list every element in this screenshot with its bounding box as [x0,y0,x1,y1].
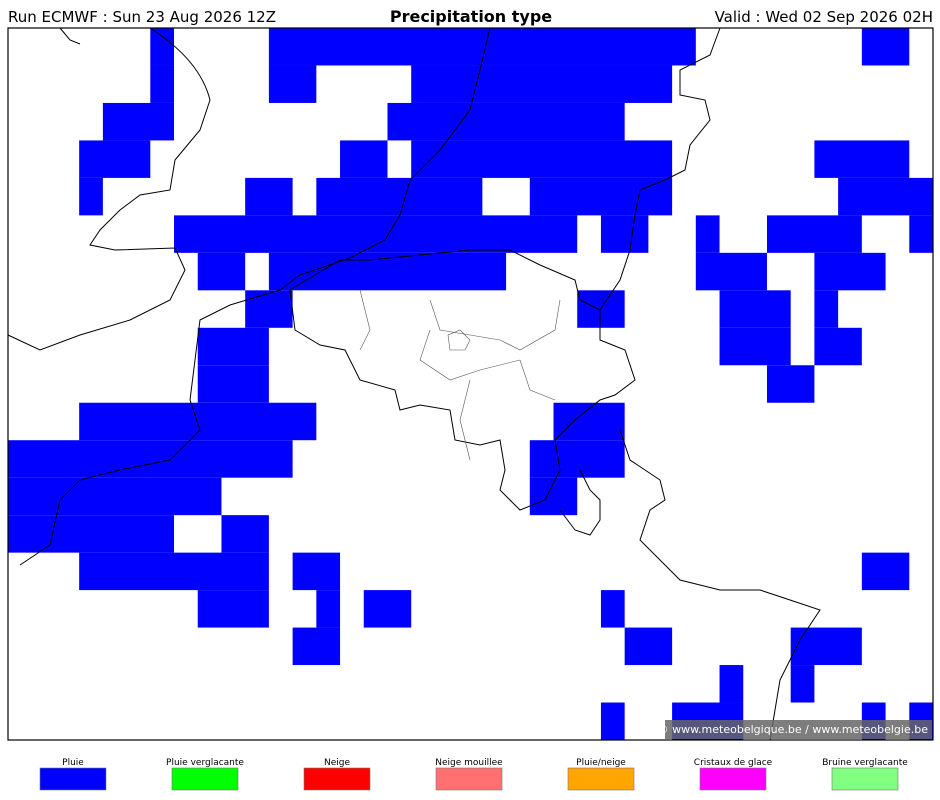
border-lu [559,469,601,536]
rain-cell [363,590,412,628]
rain-cell [600,215,649,253]
rain-cell [197,327,269,366]
belgium-border [289,249,636,511]
rain-cell [719,665,744,703]
rain-cell [8,515,175,553]
coastline-continent [19,27,491,566]
rain-cell [909,215,933,253]
provinces [359,289,561,461]
valid-label: Valid : Wed 02 Sep 2026 02H [715,8,933,26]
legend-label: Pluie verglacante [166,758,244,768]
coastline-uk [7,27,211,351]
rain-cell [79,140,151,178]
legend-swatch [699,767,767,791]
rain-cell [197,590,269,628]
rain-cell [624,627,673,666]
rain-cell [719,290,791,328]
legend-label: Neige [324,758,350,768]
rain-cell [861,28,910,66]
rain-cell [102,102,175,141]
rain-cell [221,515,269,553]
legend-swatch [303,767,371,791]
rain-cell [268,65,317,103]
borders [7,27,821,741]
rain-cell [292,552,341,591]
run-label: Run ECMWF : Sun 23 Aug 2026 12Z [8,8,276,26]
rain-cell [150,28,175,66]
rain-cell [340,140,388,178]
legend-label: Neige mouillee [435,758,503,768]
rain-cell [814,140,910,178]
rain-cell [861,552,910,591]
rain-cell [790,627,862,666]
rain-cell [600,590,625,628]
rain-cell [8,477,222,516]
rain-cell [8,440,293,478]
border-fr-de [619,429,821,741]
map-title: Precipitation type [390,7,552,26]
rain-cell [197,365,269,403]
legend-swatch [39,767,107,791]
rain-cell [695,215,720,253]
map-frame [7,27,934,741]
legend-swatch [831,767,899,791]
rain-cell [529,177,673,216]
border-nl-de [599,27,721,311]
copyright: © www.meteobelgique.be / www.meteobelgie… [658,723,929,736]
rain-cell [245,177,293,216]
rain-cell [245,290,293,328]
rain-cell [292,627,341,666]
rain-cell [79,402,317,441]
rain-cell [814,290,839,328]
rain-cell [719,327,791,366]
legend-label: Bruine verglacante [822,758,908,768]
precipitation-cells [8,28,933,740]
copyright-box [665,720,932,739]
legend-swatch [435,767,503,791]
rain-cell [79,552,269,591]
rain-cell [387,102,625,141]
rain-cell [790,665,815,703]
legend-label: Cristaux de glace [694,758,773,768]
rain-cell [838,177,933,216]
rain-cell [268,252,507,291]
rain-cell [695,252,767,291]
rain-cell [766,215,862,253]
rain-cell [316,590,341,628]
legend-label: Pluie/neige [576,758,626,768]
legend-swatch [171,767,239,791]
rain-cell [197,252,246,291]
rain-cell [150,65,175,103]
rain-cell [600,702,625,740]
legend: Pluie Pluie verglacante Neige Neige mouille… [39,758,908,791]
rain-cell [814,327,862,366]
legend-label: Pluie [62,758,84,768]
rain-cell [814,252,886,291]
legend-swatch [567,767,635,791]
rain-cell [411,140,673,178]
rain-cell [529,440,625,478]
rain-cell [766,365,815,403]
rain-cell [411,65,673,103]
rain-cell [316,177,483,216]
rain-cell [79,177,103,216]
rain-cell [174,215,578,253]
